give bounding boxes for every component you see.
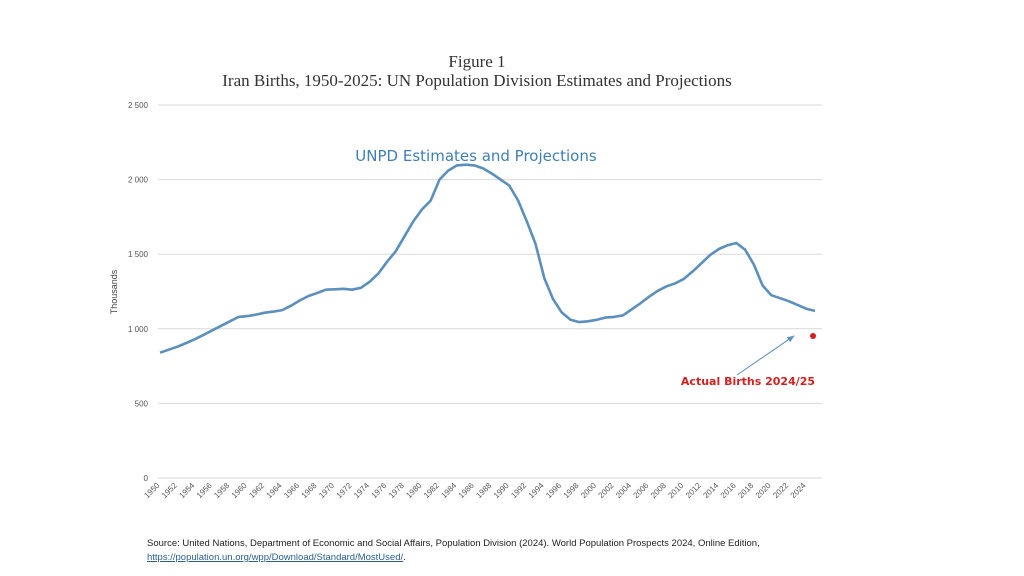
x-tick-label: 2008 [649, 481, 668, 500]
x-tick-label: 1988 [474, 481, 493, 500]
source-link[interactable]: https://population.un.org/wpp/Download/S… [147, 552, 404, 563]
x-tick-label: 2016 [719, 481, 738, 500]
x-tick-label: 1998 [562, 481, 581, 500]
y-tick-label: 500 [135, 399, 149, 408]
x-tick-label: 1982 [422, 481, 441, 500]
x-tick-label: 1956 [195, 481, 214, 500]
x-tick-label: 2002 [597, 481, 616, 500]
y-tick-label: 2 000 [128, 176, 149, 185]
x-tick-label: 2018 [736, 481, 755, 500]
source-text: Source: United Nations, Department of Ec… [147, 538, 760, 549]
x-tick-label: 1994 [527, 481, 546, 500]
x-tick-label: 2012 [684, 481, 703, 500]
x-tick-label: 2022 [771, 481, 790, 500]
x-tick-label: 2014 [701, 481, 720, 500]
y-tick-label: 2 500 [128, 101, 149, 110]
x-tick-label: 1976 [370, 481, 389, 500]
x-tick-label: 1980 [404, 481, 423, 500]
source-link-suffix: . [403, 552, 406, 563]
x-tick-label: 1966 [282, 481, 301, 500]
chart-subtitle: Iran Births, 1950-2025: UN Population Di… [222, 71, 732, 90]
x-tick-label: 1990 [492, 481, 511, 500]
annotation-arrow [736, 335, 795, 376]
x-tick-label: 1992 [509, 481, 528, 500]
x-tick-label: 2010 [666, 481, 685, 500]
series-line-unpd [159, 163, 816, 354]
x-tick-label: 1974 [352, 481, 371, 500]
chart-title: Figure 1 [448, 52, 506, 71]
y-tick-label: 1 000 [128, 325, 149, 334]
x-tick-label: 1962 [247, 481, 266, 500]
annotation-unpd: UNPD Estimates and Projections [355, 147, 597, 165]
x-tick-label: 2024 [789, 481, 808, 500]
arrowhead-icon [786, 335, 795, 343]
x-tick-label: 1952 [160, 481, 179, 500]
x-tick-label: 1996 [544, 481, 563, 500]
x-tick-label: 1968 [300, 481, 319, 500]
x-tick-label: 1986 [457, 481, 476, 500]
x-tick-label: 2020 [754, 481, 773, 500]
x-tick-label: 1970 [317, 481, 336, 500]
x-tick-label: 2006 [632, 481, 651, 500]
x-tick-label: 1984 [439, 481, 458, 500]
x-tick-label: 1950 [142, 481, 161, 500]
x-tick-label: 2004 [614, 481, 633, 500]
x-tick-label: 1960 [230, 481, 249, 500]
x-tick-label: 1964 [265, 481, 284, 500]
x-tick-label: 1978 [387, 481, 406, 500]
x-tick-label: 1972 [335, 481, 354, 500]
x-tick-label: 1954 [177, 481, 196, 500]
actual-births-point [810, 332, 816, 339]
annotation-actual-births: Actual Births 2024/25 [681, 375, 815, 388]
y-axis-label: Thousands [109, 269, 119, 314]
y-tick-label: 0 [144, 474, 149, 483]
y-tick-label: 1 500 [128, 250, 149, 259]
x-tick-label: 2000 [579, 481, 598, 500]
x-tick-label: 1958 [212, 481, 231, 500]
source-note: Source: United Nations, Department of Ec… [147, 537, 760, 565]
